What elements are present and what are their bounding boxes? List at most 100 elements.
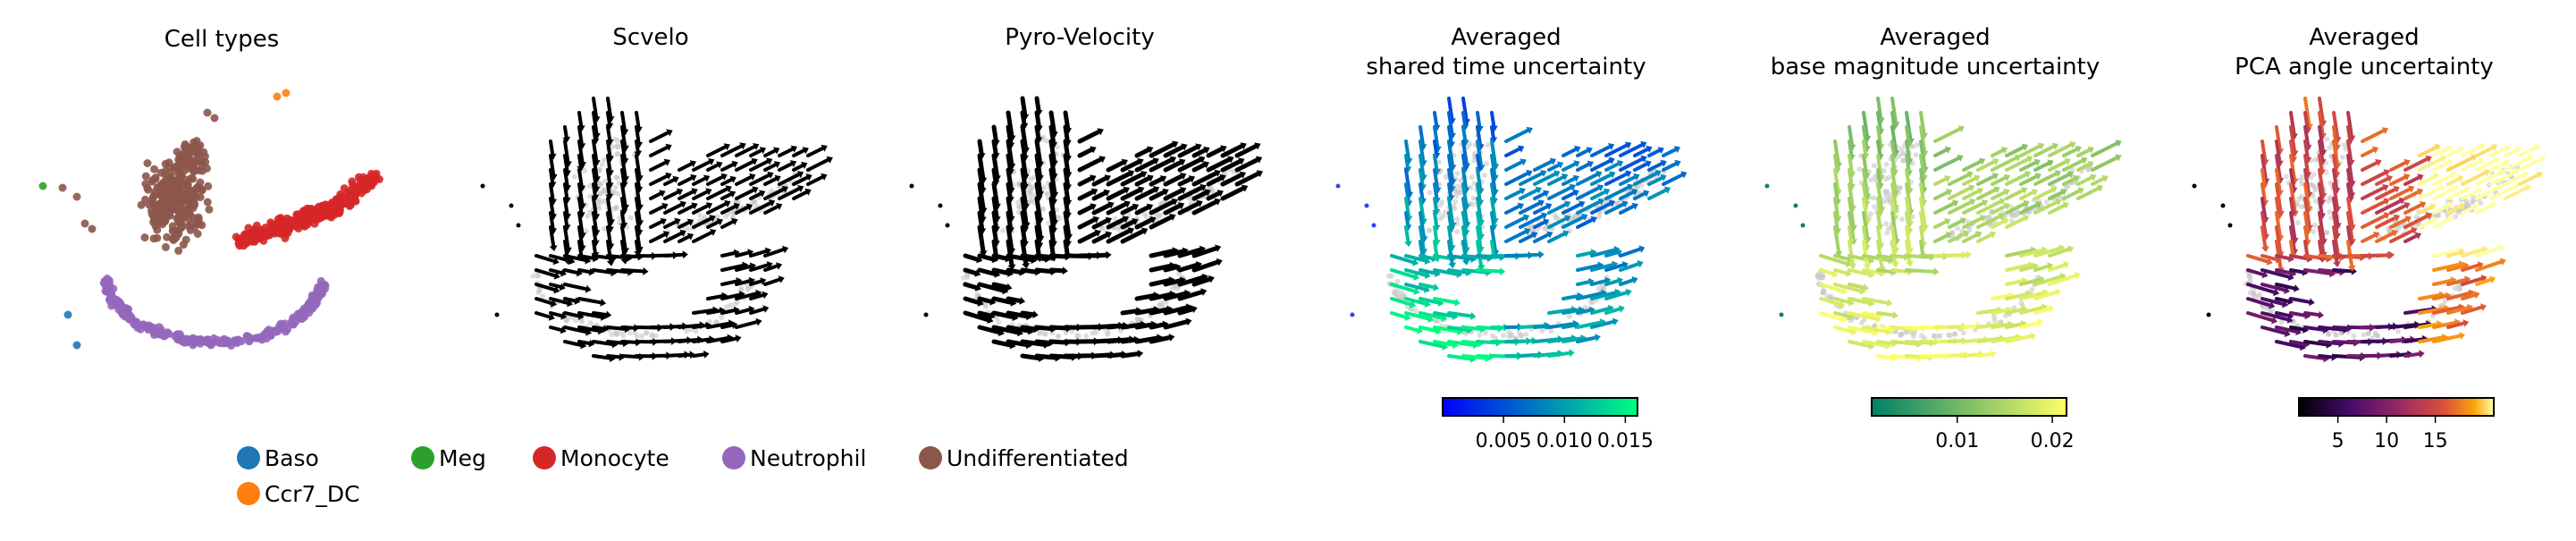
embedding-point xyxy=(1025,187,1031,193)
velocity-arrow xyxy=(1418,168,1425,187)
velocity-arrow xyxy=(1890,168,1898,193)
embedding-point xyxy=(2324,136,2330,142)
velocity-arrow xyxy=(1476,111,1482,129)
velocity-arrowhead xyxy=(1146,146,1154,154)
velocity-arrow xyxy=(1976,174,1996,186)
velocity-arrow xyxy=(2275,154,2282,181)
velocity-arrowhead xyxy=(2462,319,2470,327)
velocity-arrow xyxy=(1976,351,1993,358)
velocity-arrow xyxy=(1149,263,1174,273)
velocity-arrow xyxy=(1576,308,1592,315)
velocity-arrowhead xyxy=(1526,126,1533,134)
velocity-arrowhead xyxy=(2491,144,2498,151)
velocity-arrow xyxy=(1991,335,2018,343)
embedding-point xyxy=(1779,312,1784,317)
velocity-arrow xyxy=(2375,187,2397,200)
velocity-arrowhead xyxy=(1614,288,1621,297)
embedding-point xyxy=(585,213,591,219)
velocity-arrow xyxy=(2019,190,2035,200)
velocity-arrow xyxy=(1163,188,1184,201)
velocity-arrow xyxy=(649,131,670,143)
cell-point-undifferentiated xyxy=(80,219,89,228)
velocity-arrow xyxy=(2403,175,2421,186)
velocity-arrowhead xyxy=(1553,170,1561,178)
velocity-arrowhead xyxy=(690,173,697,182)
velocity-arrowhead xyxy=(731,160,738,168)
velocity-arrow xyxy=(620,197,626,212)
velocity-arrow xyxy=(1433,311,1455,318)
velocity-arrowhead xyxy=(2434,143,2441,151)
velocity-arrow xyxy=(1890,240,1898,265)
panel-title-pca-angle-line2: PCA angle uncertainty xyxy=(2235,54,2494,80)
velocity-arrow xyxy=(2289,311,2308,317)
velocity-arrow xyxy=(1890,139,1897,156)
embedding-point xyxy=(582,167,587,173)
velocity-arrow xyxy=(1433,111,1439,128)
velocity-arrow xyxy=(663,219,678,229)
cell-point-undifferentiated xyxy=(193,182,202,191)
velocity-arrow xyxy=(1848,240,1855,266)
velocity-arrowhead xyxy=(2318,257,2327,263)
velocity-arrow xyxy=(1461,154,1467,169)
velocity-arrowhead xyxy=(1132,217,1139,225)
velocity-arrow xyxy=(649,219,664,229)
velocity-arrowhead xyxy=(1999,198,2006,206)
velocity-arrow xyxy=(1447,125,1453,145)
legend-label-baso: Baso xyxy=(265,445,319,471)
embedding-point xyxy=(610,144,616,150)
panel-title-pyro-velocity: Pyro-Velocity xyxy=(1005,24,1154,51)
cell-point-undifferentiated xyxy=(177,199,186,207)
velocity-arrow xyxy=(1149,322,1166,330)
velocity-arrow xyxy=(1862,125,1869,149)
velocity-arrow xyxy=(2019,277,2041,286)
velocity-arrow xyxy=(692,176,707,186)
velocity-arrow xyxy=(2332,240,2339,264)
velocity-arrow xyxy=(2076,162,2092,172)
velocity-arrowhead xyxy=(1945,232,1952,240)
velocity-arrowhead xyxy=(2002,217,2009,225)
velocity-arrow xyxy=(1163,291,1188,301)
velocity-arrow xyxy=(1134,205,1151,216)
velocity-arrow xyxy=(1633,147,1650,157)
velocity-arrow xyxy=(735,145,756,157)
velocity-arrowhead xyxy=(1631,188,1638,196)
velocity-arrowhead xyxy=(703,174,711,182)
velocity-arrow xyxy=(563,139,570,164)
embedding-point xyxy=(923,312,929,317)
velocity-arrow xyxy=(1905,211,1911,232)
velocity-arrow xyxy=(1390,283,1417,293)
velocity-arrow xyxy=(1604,185,1630,200)
velocity-arrow xyxy=(1149,157,1174,173)
embedding-point xyxy=(1046,220,1052,226)
velocity-arrow xyxy=(1976,188,1998,200)
velocity-arrow xyxy=(2303,268,2332,275)
velocity-arrow xyxy=(549,225,556,248)
velocity-arrowhead xyxy=(2425,155,2432,163)
velocity-arrowhead xyxy=(821,173,828,181)
velocity-arrowhead xyxy=(802,147,809,155)
embedding-point xyxy=(1872,323,1878,329)
velocity-arrowhead xyxy=(735,334,742,342)
velocity-arrow xyxy=(1447,354,1473,361)
cell-point-monocyte xyxy=(341,199,350,208)
velocity-arrowhead xyxy=(2479,303,2487,311)
velocity-arrowhead xyxy=(691,202,698,210)
embedding-point xyxy=(613,174,619,181)
velocity-arrowhead xyxy=(602,325,609,333)
velocity-arrowhead xyxy=(1609,171,1616,179)
velocity-arrow xyxy=(2033,172,2058,186)
velocity-arrowhead xyxy=(1542,190,1550,198)
colorbar-pca-angle-gradient xyxy=(2298,397,2495,417)
velocity-arrow xyxy=(1619,204,1636,215)
velocity-arrow xyxy=(549,311,564,318)
velocity-arrowhead xyxy=(821,144,828,152)
velocity-arrowhead xyxy=(765,157,773,165)
velocity-arrow xyxy=(1048,253,1068,259)
cell-point-undifferentiated xyxy=(190,223,199,232)
velocity-arrowhead xyxy=(1195,143,1202,151)
embedding-point xyxy=(1157,213,1163,219)
velocity-arrow xyxy=(2275,197,2281,216)
velocity-arrow xyxy=(2432,173,2454,186)
velocity-arrow xyxy=(2048,142,2074,157)
velocity-arrow xyxy=(1848,197,1856,228)
